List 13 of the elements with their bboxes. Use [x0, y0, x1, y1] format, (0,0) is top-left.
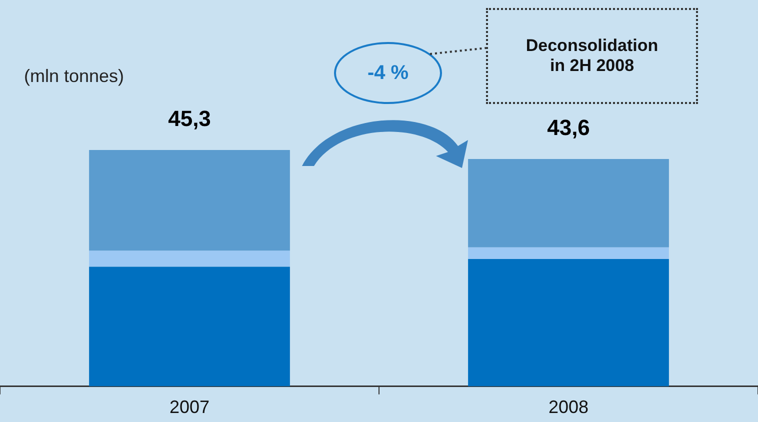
bar	[89, 250, 290, 267]
annotation: 45,3	[168, 106, 211, 131]
bar	[468, 158, 669, 248]
dotted-box-outline: Deconsolidation in 2H 2008	[486, 8, 698, 104]
bar	[89, 150, 290, 251]
bar	[89, 266, 290, 386]
ellipse-outline: -4 %	[334, 42, 442, 104]
bar	[468, 258, 669, 386]
x-tick-label: 2008	[548, 397, 589, 418]
x-tick-label: 2007	[169, 397, 210, 418]
y-axis-title: (mln tonnes)	[24, 66, 124, 86]
annotation: 43,6	[547, 114, 590, 140]
bar	[468, 247, 669, 259]
